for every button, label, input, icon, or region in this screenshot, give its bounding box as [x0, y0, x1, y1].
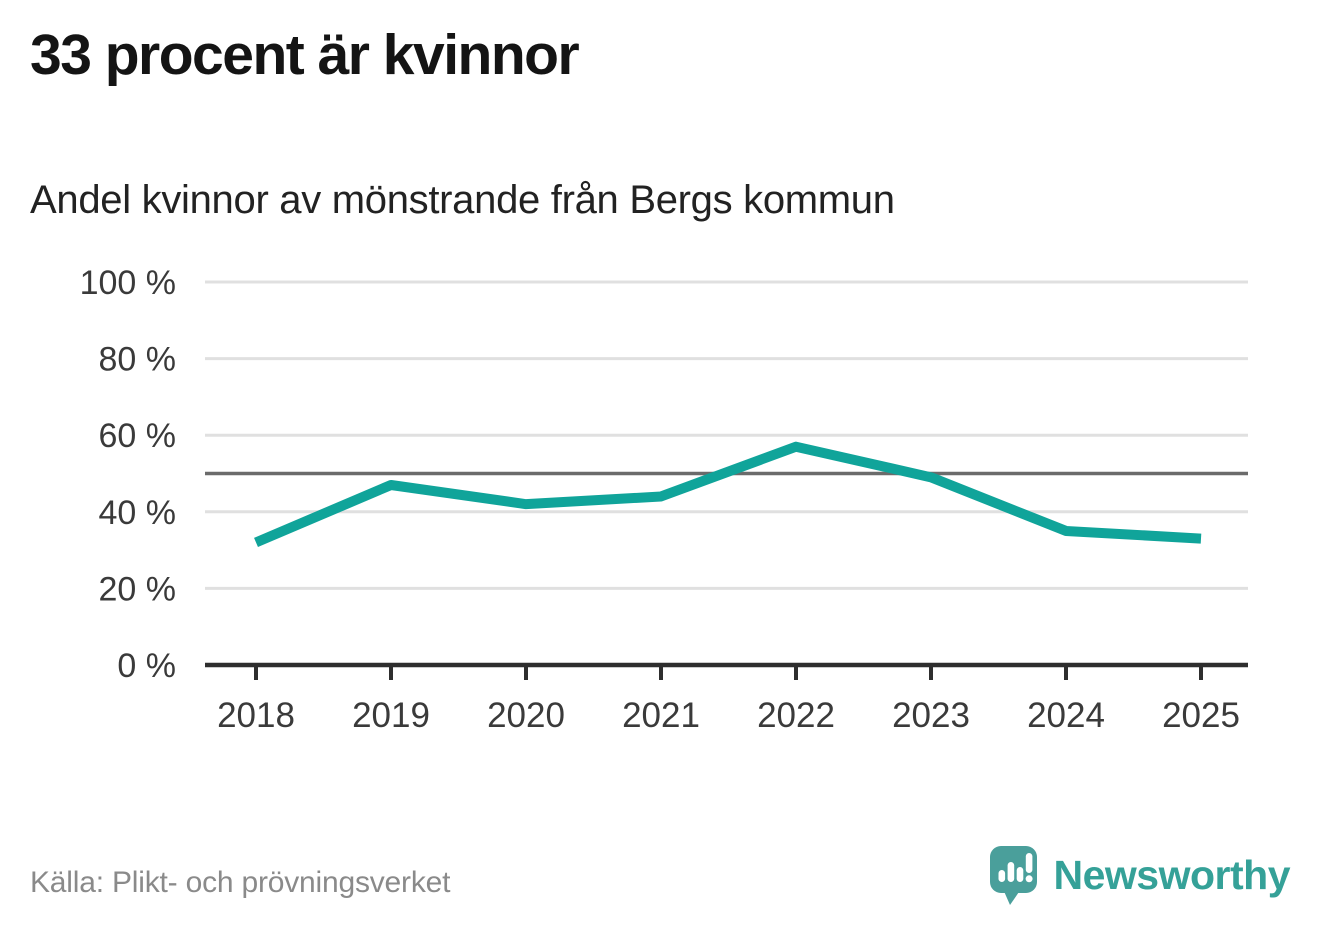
- x-tick-label: 2018: [217, 696, 295, 735]
- y-tick-label: 100 %: [80, 264, 176, 302]
- chart-title: 33 procent är kvinnor: [30, 23, 580, 87]
- x-tick-label: 2022: [757, 696, 835, 735]
- y-tick-label: 20 %: [99, 570, 177, 608]
- x-tick-label: 2020: [487, 696, 565, 735]
- y-tick-label: 80 %: [99, 341, 177, 379]
- brand-name: Newsworthy: [1053, 852, 1291, 898]
- x-tick-label: 2019: [352, 696, 430, 735]
- line-chart: 0 % 20 % 40 % 60 % 80 % 100 % 2018 2019 2020 2021…: [80, 264, 1248, 735]
- y-tick-label: 60 %: [99, 417, 177, 455]
- x-tick-label: 2023: [892, 696, 970, 735]
- chart-subtitle: Andel kvinnor av mönstrande från Bergs k…: [30, 178, 895, 222]
- y-tick-label: 40 %: [99, 494, 177, 532]
- data-line: [254, 441, 1202, 548]
- x-tick-label: 2024: [1027, 696, 1105, 735]
- source-note: Källa: Plikt- och prövningsverket: [30, 866, 451, 899]
- newsworthy-logo: Newsworthy: [989, 845, 1291, 906]
- y-tick-label: 0 %: [117, 647, 176, 685]
- x-tick-label: 2025: [1162, 696, 1240, 735]
- speech-bubble-bar-chart-exclamation-icon: [989, 846, 1037, 905]
- x-tick-label: 2021: [622, 696, 700, 735]
